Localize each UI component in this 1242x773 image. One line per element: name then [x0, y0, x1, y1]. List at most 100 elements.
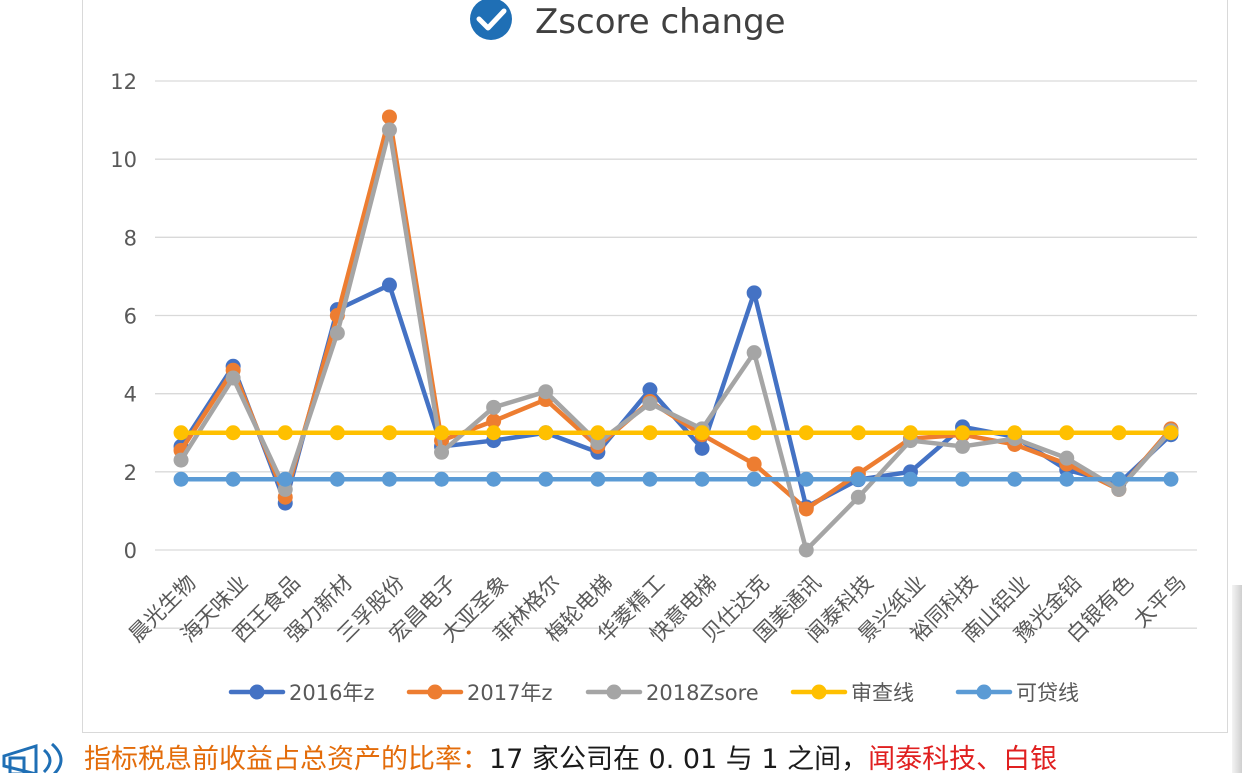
data-point [486, 399, 502, 415]
y-tick-label: 8 [124, 226, 137, 250]
legend-label: 2016年z [289, 681, 374, 705]
data-point [1111, 471, 1127, 487]
megaphone-icon [2, 742, 63, 773]
data-point [538, 425, 554, 441]
data-point [1059, 450, 1075, 466]
data-point [746, 285, 762, 301]
data-point [746, 425, 762, 441]
series-lines [173, 109, 1179, 558]
chart-title-group: Zscore change [470, 0, 786, 42]
legend-item: 2017年z [406, 681, 552, 705]
data-point [746, 456, 762, 472]
data-point [1163, 471, 1179, 487]
data-point [1163, 425, 1179, 441]
footer-part-3: 闻泰科技、白银 [868, 744, 1058, 773]
data-point [329, 471, 345, 487]
data-point [850, 489, 866, 505]
footer-text: 指标税息前收益占总资产的比率：17 家公司在 0. 01 与 1 之间，闻泰科技… [84, 742, 1057, 773]
data-point [1007, 471, 1023, 487]
scrollbar-edge [1232, 585, 1242, 773]
data-point [798, 425, 814, 441]
legend-label: 2018Zsore [646, 681, 759, 705]
y-tick-label: 12 [110, 70, 137, 94]
check-circle-icon [470, 0, 512, 40]
y-tick-label: 6 [124, 305, 137, 329]
data-point [1007, 425, 1023, 441]
data-point [434, 444, 450, 460]
x-axis-ticks: 晨光生物海天味业西王食品强力新材三孚股份宏昌电子大亚圣象菲林格尔梅轮电梯华菱精工… [124, 571, 1190, 647]
footer-part-1: 指标税息前收益占总资产的比率： [84, 744, 489, 773]
data-point [798, 471, 814, 487]
legend-swatch-marker [249, 684, 265, 700]
data-point [955, 471, 971, 487]
data-point [746, 345, 762, 361]
y-tick-label: 0 [124, 539, 137, 563]
data-point [277, 471, 293, 487]
data-point [173, 452, 189, 468]
legend-item: 2018Zsore [585, 681, 759, 705]
data-point [381, 109, 397, 125]
x-tick-label: 太平鸟 [1129, 571, 1191, 633]
data-point [746, 471, 762, 487]
data-point [381, 277, 397, 293]
series-line [178, 114, 1174, 512]
zscore-line-chart: Zscore change 0 2 4 6 8 10 12 晨光生物海天味业西王食品强力新材… [110, 0, 1197, 705]
data-point [434, 425, 450, 441]
data-point [173, 471, 189, 487]
series-line [178, 127, 1174, 553]
data-point [955, 438, 971, 454]
data-point [902, 425, 918, 441]
legend-swatch-marker [427, 684, 443, 700]
data-point [850, 471, 866, 487]
y-tick-label: 2 [124, 461, 137, 485]
data-point [538, 384, 554, 400]
data-point [798, 542, 814, 558]
data-point [225, 370, 241, 386]
series-3 [173, 425, 1179, 441]
legend-item: 可贷线 [955, 681, 1079, 705]
data-point [486, 425, 502, 441]
data-point [955, 425, 971, 441]
data-point [225, 425, 241, 441]
data-point [694, 440, 710, 456]
data-point [642, 425, 658, 441]
legend-label: 2017年z [467, 681, 552, 705]
legend-label: 审查线 [851, 681, 914, 705]
data-point [694, 471, 710, 487]
legend-swatch-marker [606, 684, 622, 700]
data-point [642, 382, 658, 398]
data-point [225, 471, 241, 487]
data-point [1059, 471, 1075, 487]
legend-label: 可贷线 [1016, 681, 1079, 705]
y-tick-label: 10 [110, 148, 137, 172]
chart-card: Zscore change 0 2 4 6 8 10 12 晨光生物 海天味业 西王食品 强力新材… [82, 0, 1228, 733]
data-point [329, 325, 345, 341]
legend: 2016年z 2017年z 2018Zsore 审查线 可贷线 [228, 681, 1079, 705]
series-2 [173, 122, 1179, 558]
chart-title: Zscore change [535, 2, 786, 42]
data-point [486, 413, 502, 429]
data-point [381, 471, 397, 487]
data-point [590, 425, 606, 441]
data-point [277, 425, 293, 441]
data-point [694, 425, 710, 441]
data-point [642, 471, 658, 487]
footer-part-2: 17 家公司在 0. 01 与 1 之间， [489, 744, 869, 773]
data-point [381, 122, 397, 138]
series-1 [173, 109, 1179, 517]
series-line [178, 282, 1174, 510]
data-point [329, 425, 345, 441]
legend-swatch-marker [811, 684, 827, 700]
gridlines [155, 80, 1197, 629]
y-tick-label: 4 [124, 383, 137, 407]
data-point [902, 471, 918, 487]
data-point [590, 471, 606, 487]
data-point [1059, 425, 1075, 441]
data-point [798, 501, 814, 517]
data-point [642, 395, 658, 411]
legend-item: 2016年z [228, 681, 374, 705]
data-point [173, 425, 189, 441]
data-point [486, 471, 502, 487]
footer-note: 指标税息前收益占总资产的比率：17 家公司在 0. 01 与 1 之间，闻泰科技… [0, 738, 1242, 773]
y-axis-ticks: 0 2 4 6 8 10 12 [110, 70, 137, 563]
